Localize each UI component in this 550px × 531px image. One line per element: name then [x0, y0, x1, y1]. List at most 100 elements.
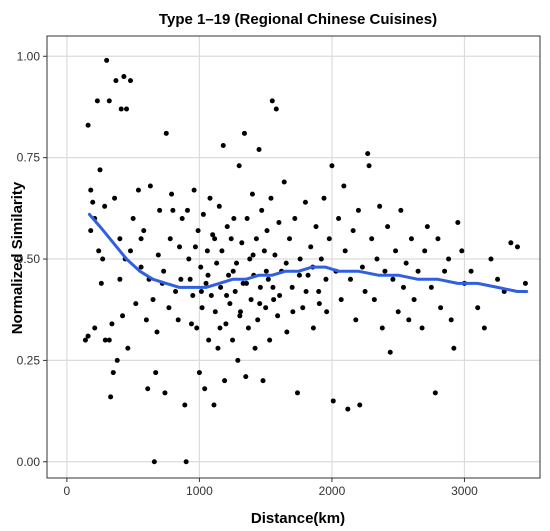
data-point	[448, 317, 454, 323]
data-point	[145, 386, 151, 392]
data-point	[442, 268, 448, 274]
data-point	[224, 293, 230, 299]
data-point	[226, 272, 232, 278]
data-point	[88, 187, 94, 193]
data-point	[324, 309, 330, 315]
data-point	[347, 276, 353, 282]
data-point	[108, 394, 114, 400]
data-point	[336, 215, 342, 221]
data-point	[387, 349, 393, 355]
data-point	[124, 106, 130, 112]
data-point	[98, 280, 104, 286]
data-point	[92, 325, 98, 331]
data-point	[259, 207, 265, 213]
data-point	[178, 276, 184, 282]
data-point	[102, 337, 108, 343]
data-point	[248, 297, 254, 303]
x-axis-title: Distance(km)	[251, 510, 345, 527]
data-point	[224, 224, 230, 230]
data-point	[313, 224, 319, 230]
data-point	[85, 333, 91, 339]
data-point	[195, 228, 201, 234]
x-tick-label: 2000	[319, 484, 346, 498]
data-point	[204, 248, 210, 254]
data-point	[100, 256, 106, 262]
data-point	[385, 224, 391, 230]
data-point	[203, 280, 209, 286]
data-point	[281, 179, 287, 185]
data-point	[415, 268, 421, 274]
data-point	[163, 130, 169, 136]
data-point	[186, 256, 192, 262]
data-point	[153, 370, 159, 376]
data-point	[104, 57, 110, 63]
data-point	[143, 317, 149, 323]
data-point	[390, 276, 396, 282]
data-point	[250, 252, 256, 258]
data-point	[218, 284, 224, 290]
data-point	[345, 406, 351, 412]
data-point	[263, 305, 269, 311]
data-point	[106, 337, 112, 343]
data-point	[318, 256, 324, 262]
data-point	[187, 276, 193, 282]
data-point	[212, 309, 218, 315]
data-point	[117, 276, 123, 282]
x-tick-label: 3000	[451, 484, 478, 498]
data-point	[198, 288, 204, 294]
data-point	[481, 325, 487, 331]
data-point	[366, 163, 372, 169]
data-point	[290, 309, 296, 315]
data-point	[514, 244, 520, 250]
data-point	[208, 293, 214, 299]
data-point	[408, 236, 414, 242]
data-point	[438, 305, 444, 311]
data-point	[151, 459, 157, 465]
data-point	[106, 98, 112, 104]
data-point	[305, 272, 311, 278]
data-point	[287, 236, 293, 242]
data-point	[267, 337, 273, 343]
data-point	[273, 106, 279, 112]
chart-title: Type 1–19 (Regional Chinese Cuisines)	[159, 11, 437, 28]
data-point	[244, 215, 250, 221]
x-tick-label: 0	[64, 484, 71, 498]
data-point	[428, 284, 434, 290]
data-point	[395, 309, 401, 315]
data-point	[210, 232, 216, 238]
axis-ticks: 0 1000 2000 3000 0.00 0.25 0.50 0.75 1.00	[17, 49, 478, 498]
data-point	[231, 215, 237, 221]
data-point	[316, 288, 322, 294]
data-point	[157, 207, 163, 213]
data-point	[308, 244, 314, 250]
data-point	[200, 211, 206, 217]
grid-lines	[47, 36, 540, 478]
data-point	[215, 345, 221, 351]
data-point	[272, 252, 278, 258]
data-point	[323, 276, 329, 282]
data-point	[264, 228, 270, 234]
data-point	[284, 329, 290, 335]
data-point	[365, 151, 371, 157]
y-tick-label: 0.25	[17, 353, 41, 367]
data-point	[249, 191, 255, 197]
data-point	[150, 297, 156, 303]
data-point	[211, 402, 217, 408]
y-tick-label: 0.00	[17, 455, 41, 469]
data-point	[522, 280, 528, 286]
data-point	[255, 317, 261, 323]
data-point	[205, 272, 211, 278]
data-point	[297, 256, 303, 262]
data-point	[90, 199, 96, 205]
data-point	[223, 321, 229, 327]
data-point	[230, 337, 236, 343]
data-point	[196, 370, 202, 376]
data-point	[371, 297, 377, 303]
data-point	[125, 345, 131, 351]
data-point	[275, 313, 281, 319]
data-point	[232, 288, 238, 294]
data-point	[110, 370, 116, 376]
data-point	[488, 256, 494, 262]
data-point	[130, 215, 136, 221]
data-point	[161, 268, 167, 274]
